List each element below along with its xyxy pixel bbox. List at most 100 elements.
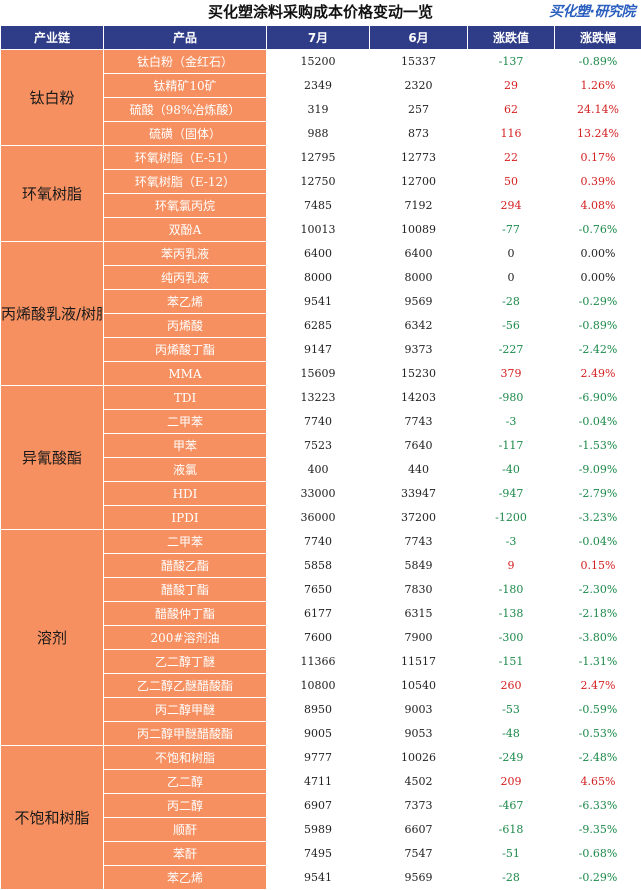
- change-pct-cell: -2.30%: [555, 578, 641, 602]
- july-price-cell: 6177: [267, 602, 370, 626]
- june-price-cell: 6342: [370, 314, 468, 338]
- change-pct-cell: -6.90%: [555, 386, 641, 410]
- july-price-cell: 7600: [267, 626, 370, 650]
- july-price-cell: 6907: [267, 794, 370, 818]
- product-cell: 环氧氯丙烷: [104, 194, 267, 218]
- july-price-cell: 12795: [267, 146, 370, 170]
- change-pct-cell: -0.89%: [555, 314, 641, 338]
- june-price-cell: 10026: [370, 746, 468, 770]
- june-price-cell: 14203: [370, 386, 468, 410]
- change-pct-cell: -0.53%: [555, 722, 641, 746]
- june-price-cell: 873: [370, 122, 468, 146]
- june-price-cell: 7640: [370, 434, 468, 458]
- june-price-cell: 15230: [370, 362, 468, 386]
- june-price-cell: 5849: [370, 554, 468, 578]
- june-price-cell: 6400: [370, 242, 468, 266]
- change-value-cell: -28: [468, 290, 555, 314]
- product-cell: 液氯: [104, 458, 267, 482]
- change-value-cell: -53: [468, 698, 555, 722]
- june-price-cell: 8000: [370, 266, 468, 290]
- category-cell: 钛白粉: [1, 50, 104, 146]
- change-value-cell: -3: [468, 530, 555, 554]
- july-price-cell: 7740: [267, 530, 370, 554]
- table-header-row: 产业链 产品 7月 6月 涨跌值 涨跌幅: [1, 26, 641, 50]
- change-value-cell: 209: [468, 770, 555, 794]
- change-value-cell: -249: [468, 746, 555, 770]
- header-june: 6月: [370, 26, 468, 50]
- product-cell: 乙二醇: [104, 770, 267, 794]
- july-price-cell: 7495: [267, 842, 370, 866]
- change-value-cell: -1200: [468, 506, 555, 530]
- change-value-cell: 50: [468, 170, 555, 194]
- change-value-cell: -151: [468, 650, 555, 674]
- category-cell: 丙烯酸乳液/树脂: [1, 242, 104, 386]
- change-pct-cell: -2.18%: [555, 602, 641, 626]
- product-cell: 苯乙烯: [104, 866, 267, 890]
- june-price-cell: 37200: [370, 506, 468, 530]
- change-pct-cell: -0.59%: [555, 698, 641, 722]
- product-cell: 丙二醇: [104, 794, 267, 818]
- change-pct-cell: -2.42%: [555, 338, 641, 362]
- product-cell: 丙烯酸丁酯: [104, 338, 267, 362]
- july-price-cell: 8000: [267, 266, 370, 290]
- change-pct-cell: -2.48%: [555, 746, 641, 770]
- july-price-cell: 10013: [267, 218, 370, 242]
- change-pct-cell: -0.76%: [555, 218, 641, 242]
- change-value-cell: 260: [468, 674, 555, 698]
- category-cell: 环氧树脂: [1, 146, 104, 242]
- change-pct-cell: 4.08%: [555, 194, 641, 218]
- change-value-cell: 29: [468, 74, 555, 98]
- june-price-cell: 7373: [370, 794, 468, 818]
- product-cell: TDI: [104, 386, 267, 410]
- product-cell: 钛精矿10矿: [104, 74, 267, 98]
- change-pct-cell: 2.49%: [555, 362, 641, 386]
- change-pct-cell: -3.23%: [555, 506, 641, 530]
- june-price-cell: 4502: [370, 770, 468, 794]
- june-price-cell: 6607: [370, 818, 468, 842]
- july-price-cell: 988: [267, 122, 370, 146]
- product-cell: 环氧树脂（E-51）: [104, 146, 267, 170]
- product-cell: 苯乙烯: [104, 290, 267, 314]
- change-value-cell: -40: [468, 458, 555, 482]
- change-pct-cell: -1.31%: [555, 650, 641, 674]
- product-cell: 甲苯: [104, 434, 267, 458]
- product-cell: 硫酸（98%冶炼酸）: [104, 98, 267, 122]
- change-value-cell: 22: [468, 146, 555, 170]
- product-cell: 苯丙乳液: [104, 242, 267, 266]
- july-price-cell: 12750: [267, 170, 370, 194]
- page-title: 买化塑涂料采购成本价格变动一览: [0, 0, 641, 25]
- june-price-cell: 7900: [370, 626, 468, 650]
- july-price-cell: 8950: [267, 698, 370, 722]
- product-cell: 双酚A: [104, 218, 267, 242]
- june-price-cell: 9569: [370, 290, 468, 314]
- june-price-cell: 7830: [370, 578, 468, 602]
- july-price-cell: 6400: [267, 242, 370, 266]
- change-value-cell: -300: [468, 626, 555, 650]
- change-pct-cell: 24.14%: [555, 98, 641, 122]
- july-price-cell: 5858: [267, 554, 370, 578]
- change-value-cell: -137: [468, 50, 555, 74]
- change-pct-cell: -0.68%: [555, 842, 641, 866]
- july-price-cell: 9777: [267, 746, 370, 770]
- change-value-cell: -138: [468, 602, 555, 626]
- june-price-cell: 6315: [370, 602, 468, 626]
- product-cell: 醋酸丁酯: [104, 578, 267, 602]
- change-pct-cell: -9.09%: [555, 458, 641, 482]
- change-value-cell: 62: [468, 98, 555, 122]
- product-cell: 醋酸乙酯: [104, 554, 267, 578]
- change-value-cell: 379: [468, 362, 555, 386]
- change-value-cell: 0: [468, 242, 555, 266]
- july-price-cell: 9541: [267, 866, 370, 890]
- product-cell: 钛白粉（金红石）: [104, 50, 267, 74]
- product-cell: 纯丙乳液: [104, 266, 267, 290]
- change-pct-cell: 4.65%: [555, 770, 641, 794]
- june-price-cell: 440: [370, 458, 468, 482]
- header-category: 产业链: [1, 26, 104, 50]
- july-price-cell: 9147: [267, 338, 370, 362]
- change-value-cell: -180: [468, 578, 555, 602]
- june-price-cell: 257: [370, 98, 468, 122]
- june-price-cell: 7743: [370, 530, 468, 554]
